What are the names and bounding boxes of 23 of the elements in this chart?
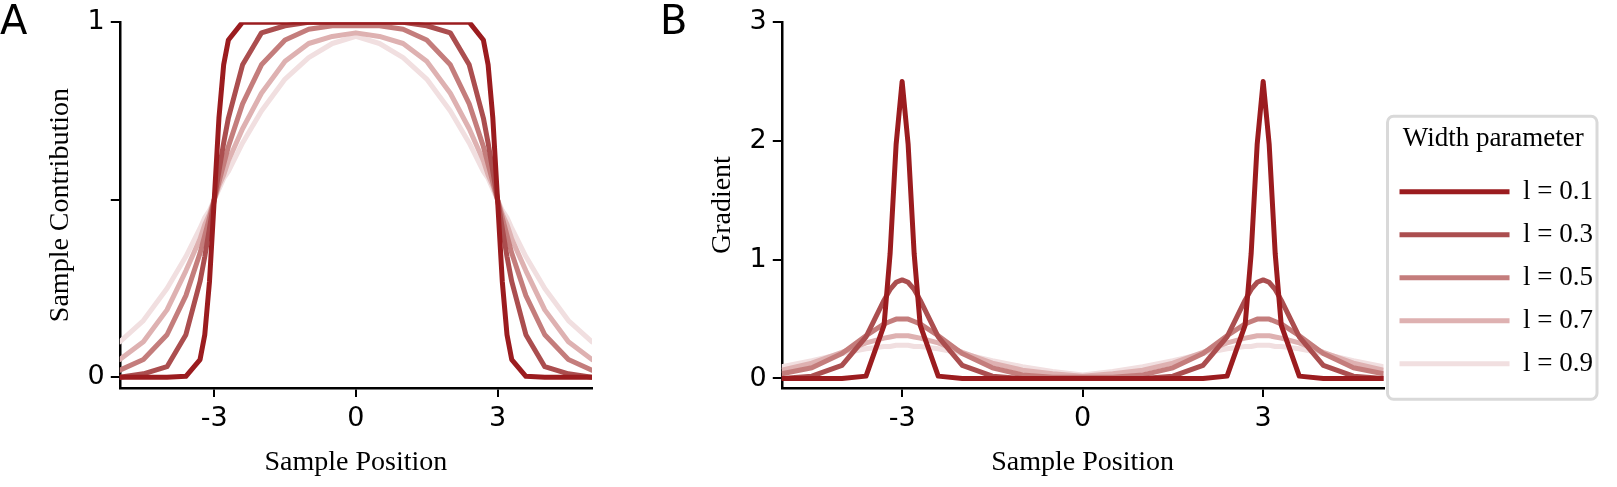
chart-title: A (0, 0, 28, 44)
y-tick-label: 2 (749, 122, 767, 154)
legend-label: l = 0.5 (1523, 260, 1594, 291)
x-axis-title: Sample Position (264, 444, 448, 476)
legend-label: l = 0.3 (1523, 217, 1594, 248)
legend-label: l = 0.7 (1523, 303, 1594, 334)
x-axis-title: Sample Position (991, 444, 1175, 476)
legend-title: Width parameter (1402, 122, 1584, 153)
x-tick-label: -3 (200, 401, 228, 433)
x-tick-label: 0 (347, 401, 365, 433)
y-axis-title: Gradient (705, 155, 737, 255)
legend-label: l = 0.9 (1523, 346, 1594, 377)
chart-title: B (660, 0, 688, 44)
y-axis-title: Sample Contribution (43, 88, 75, 323)
y-tick-label: 3 (749, 4, 767, 36)
y-tick-label: 1 (749, 241, 767, 273)
y-tick-label: 1 (87, 4, 105, 36)
x-tick-label: 3 (488, 401, 507, 433)
x-tick-label: -3 (888, 401, 916, 433)
legend-label: l = 0.1 (1523, 174, 1594, 205)
x-tick-label: 3 (1254, 401, 1272, 433)
y-tick-label: 0 (749, 360, 767, 392)
x-tick-label: 0 (1074, 401, 1092, 433)
